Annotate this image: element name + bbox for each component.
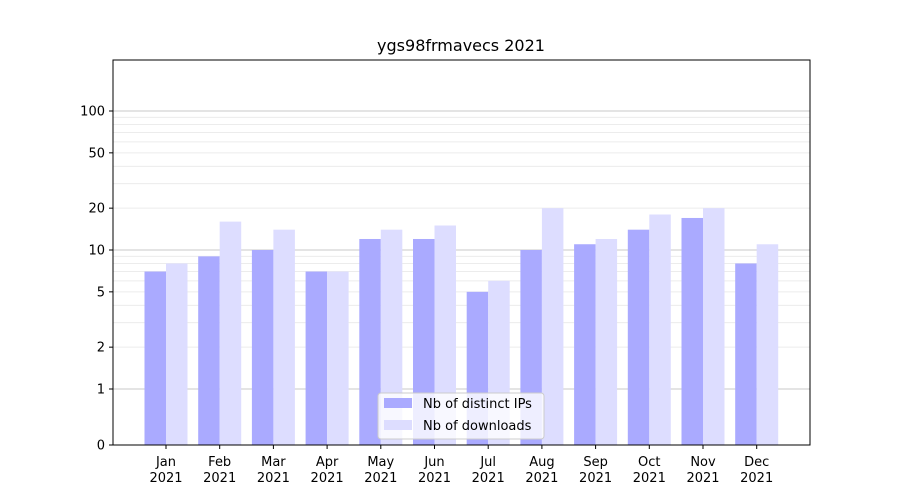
y-axis: 0 1 2 5 10 20 50 100	[80, 105, 113, 454]
x-tick-label: Nov 2021	[686, 455, 719, 486]
x-tick-label: Jul 2021	[472, 455, 505, 486]
bar-downloads	[703, 208, 725, 445]
x-tick-label: Feb 2021	[203, 455, 236, 486]
y-tick-label: 5	[97, 285, 105, 300]
x-tick-label: May 2021	[364, 455, 397, 486]
bar-downloads	[219, 221, 242, 445]
x-tick-label: Aug 2021	[525, 455, 558, 486]
x-tick-label: Jun 2021	[418, 455, 451, 486]
x-tick-label: Jan 2021	[149, 455, 182, 486]
y-tick-label: 1	[97, 383, 105, 398]
x-tick-label: Oct 2021	[633, 455, 666, 486]
legend-swatch-ips	[384, 398, 412, 408]
bar-ips	[735, 263, 757, 445]
y-tick-label: 100	[80, 105, 105, 120]
bar-ips	[627, 229, 650, 445]
legend: Nb of distinct IPs Nb of downloads	[377, 392, 545, 440]
legend-label-ips: Nb of distinct IPs	[423, 397, 532, 412]
bar-downloads	[380, 229, 403, 445]
plot-frame	[112, 59, 811, 446]
bar-ips	[198, 256, 220, 445]
bar-ips	[144, 271, 166, 445]
bar-downloads	[434, 225, 456, 445]
bar-downloads	[649, 214, 671, 445]
legend-box	[377, 392, 545, 440]
y-tick-label: 0	[97, 439, 105, 454]
bar-downloads	[273, 229, 295, 445]
bar-ips	[574, 244, 596, 445]
x-tick-label: Apr 2021	[311, 455, 344, 486]
x-tick-label: Mar 2021	[257, 455, 290, 486]
bar-downloads	[327, 271, 349, 445]
chart-title: ygs98frmavecs 2021	[377, 36, 545, 55]
y-tick-label: 2	[97, 341, 105, 356]
bar-downloads	[166, 263, 188, 445]
bar-ips	[359, 238, 381, 445]
bar-downloads	[595, 238, 618, 445]
y-tick-label: 10	[88, 244, 105, 259]
y-tick-label: 20	[88, 202, 105, 217]
legend-swatch-downloads	[384, 420, 412, 430]
x-tick-label: Dec 2021	[740, 455, 773, 486]
bar-ips	[251, 250, 274, 445]
bar-ips	[305, 271, 328, 445]
x-axis: Jan 2021 Feb 2021 Mar 2021 Apr 2021 May 2021 Jun 20…	[149, 445, 773, 486]
bar-downloads	[541, 208, 564, 445]
y-tick-label: 50	[88, 146, 105, 161]
bar-ips	[681, 217, 703, 445]
bar-downloads	[756, 244, 779, 445]
legend-label-downloads: Nb of downloads	[423, 419, 532, 434]
x-tick-label: Sep 2021	[579, 455, 612, 486]
